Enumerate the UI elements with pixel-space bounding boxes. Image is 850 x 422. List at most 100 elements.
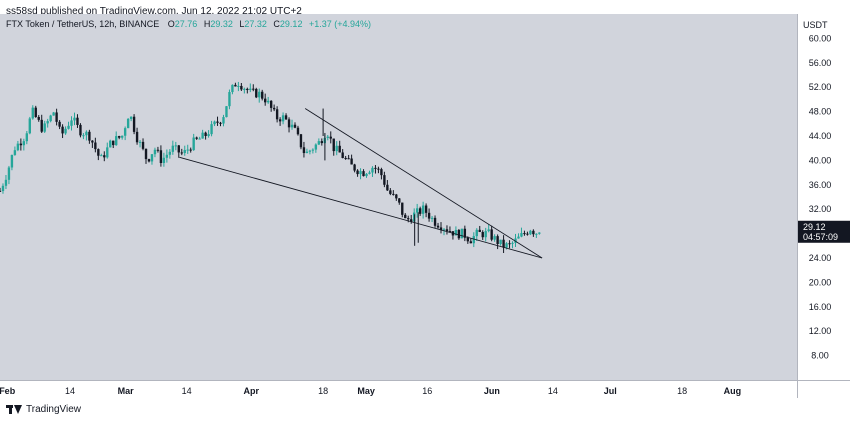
candle-body	[398, 198, 401, 203]
candle-body	[100, 155, 103, 157]
candle-body	[380, 169, 383, 176]
candle-body	[287, 119, 291, 128]
x-tick-label: Apr	[244, 386, 260, 396]
candle-body	[359, 171, 362, 175]
candle-body	[401, 202, 404, 215]
candle-body	[132, 116, 136, 132]
candle-body	[252, 88, 255, 90]
x-tick-label: Feb	[0, 386, 16, 396]
candle-body	[216, 121, 219, 123]
candle-body	[311, 149, 315, 151]
candle-body	[293, 124, 297, 128]
candle-body	[374, 167, 377, 169]
trendlines[interactable]	[179, 108, 543, 259]
x-tick-label: 14	[548, 386, 558, 396]
candle-body	[442, 229, 446, 231]
candle-body	[243, 88, 246, 90]
candle-body	[266, 100, 270, 103]
candle-body	[386, 184, 389, 191]
candle-body	[234, 84, 237, 87]
candle-body	[264, 98, 267, 103]
candle-body	[335, 145, 338, 152]
candle-body	[222, 117, 225, 124]
badge-background	[798, 220, 850, 243]
candle-body	[520, 233, 523, 237]
candle-body	[174, 145, 177, 147]
candle-body	[344, 157, 347, 159]
y-tick-label: 48.00	[809, 107, 832, 117]
candle-body	[118, 136, 121, 138]
lower-trendline[interactable]	[179, 156, 543, 259]
candle-body	[73, 117, 76, 121]
candle-body	[195, 137, 198, 139]
tradingview-logo-icon	[6, 405, 22, 414]
y-tick-label: 36.00	[809, 180, 832, 190]
publish-text: ss58sd published on TradingView.com, Jun…	[6, 6, 302, 17]
candle-body	[249, 88, 252, 90]
candle-body	[138, 141, 142, 143]
candle-body	[535, 233, 538, 235]
candle-body	[153, 149, 157, 155]
candle-body	[472, 236, 475, 244]
x-tick-label: Aug	[724, 386, 742, 396]
candle-body	[505, 243, 508, 248]
open-label: O	[168, 19, 175, 29]
candle-body	[144, 148, 148, 160]
candle-body	[484, 231, 487, 238]
x-tick-label: Mar	[118, 386, 135, 396]
candle-body	[407, 218, 410, 220]
candle-body	[183, 149, 186, 154]
price-axis-background[interactable]	[797, 14, 850, 380]
candle-body	[25, 133, 29, 142]
y-tick-label: 60.00	[809, 33, 832, 43]
high-label: H	[204, 19, 211, 29]
candle-body	[305, 151, 309, 154]
candle-body	[499, 239, 502, 245]
candle-body	[427, 212, 431, 219]
candle-body	[1, 185, 5, 191]
candle-body	[198, 138, 201, 140]
change-value: +1.37 (+4.94%)	[309, 19, 371, 29]
candle-body	[326, 136, 329, 138]
chart-frame[interactable]: USDT 60.00 56.00 52.00 48.00 44.00 40.00 36.00…	[0, 14, 850, 398]
candle-body	[353, 164, 356, 171]
x-tick-label: 18	[318, 386, 328, 396]
candle-body	[55, 112, 58, 122]
candle-body	[261, 91, 264, 99]
candle-body	[49, 115, 52, 122]
open-value: 27.76	[175, 19, 198, 29]
candle-body	[439, 227, 443, 230]
candle-body	[532, 230, 535, 235]
candle-body	[22, 141, 26, 146]
candle-body	[61, 126, 64, 134]
low-label: L	[239, 19, 244, 29]
candle-body	[448, 231, 452, 233]
candle-body	[109, 140, 112, 148]
price-chart[interactable]: USDT 60.00 56.00 52.00 48.00 44.00 40.00 36.00…	[0, 14, 850, 398]
x-tick-label: Jun	[484, 386, 500, 396]
candle-body	[150, 154, 154, 162]
candle-body	[28, 118, 31, 134]
candle-body	[97, 149, 100, 156]
candle-body	[433, 217, 437, 226]
candle-body	[508, 243, 511, 245]
candle-body	[207, 134, 210, 136]
candle-body	[16, 143, 20, 151]
y-tick-label: 32.00	[809, 204, 832, 214]
y-tick-label: 44.00	[809, 131, 832, 141]
candle-body	[82, 135, 85, 137]
candle-body	[478, 229, 481, 232]
candle-body	[123, 128, 127, 136]
plot-background[interactable]	[0, 14, 797, 380]
symbol-legend[interactable]: FTX Token / TetherUS, 12h, BINANCE O27.7…	[6, 19, 371, 29]
candle-body	[115, 136, 118, 146]
candle-body	[237, 85, 240, 87]
footer: TradingView	[6, 404, 81, 415]
candle-body	[79, 124, 82, 136]
candle-body	[517, 236, 520, 239]
candle-body	[341, 152, 344, 158]
candle-body	[538, 232, 541, 234]
candle-body	[201, 132, 204, 139]
candles[interactable]	[0, 81, 541, 254]
upper-trendline[interactable]	[304, 108, 543, 259]
